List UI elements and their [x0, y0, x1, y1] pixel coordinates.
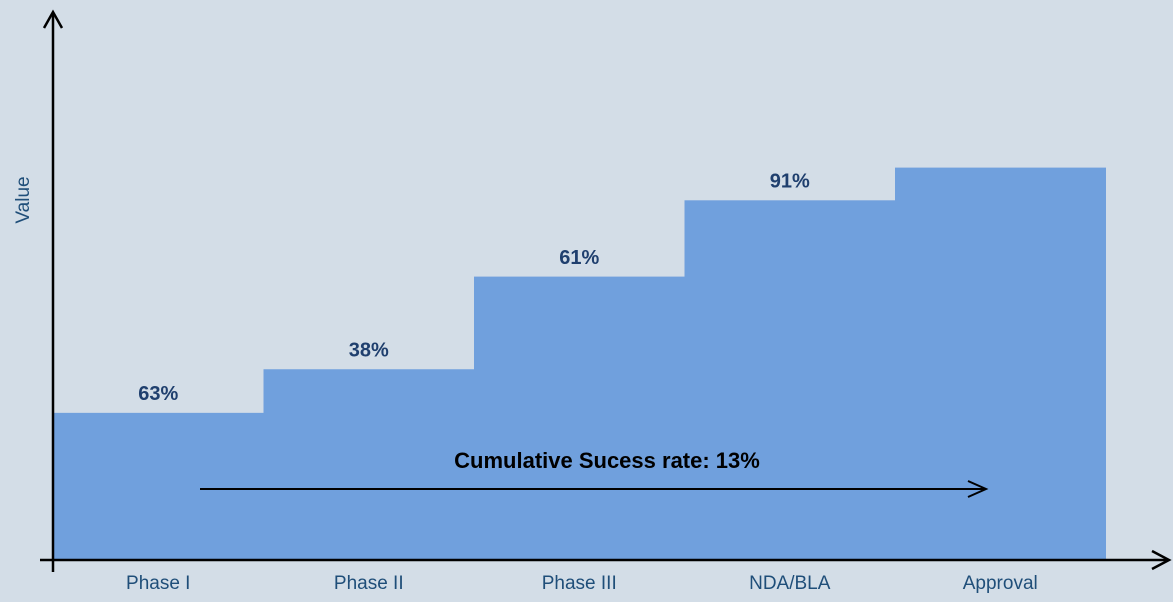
- x-tick-label: Phase III: [542, 573, 617, 594]
- bar: [895, 167, 1106, 560]
- y-axis-arrow: [42, 9, 64, 29]
- annotation-arrow-head: [967, 480, 989, 498]
- bar: [474, 276, 685, 560]
- bar: [684, 200, 896, 561]
- bar: [53, 412, 264, 560]
- stage-rate-label: 63%: [138, 383, 178, 405]
- y-axis-label: Value: [13, 176, 34, 223]
- x-tick-label: Phase II: [334, 573, 404, 594]
- x-tick-label: Approval: [963, 573, 1038, 594]
- x-tick-label: Phase I: [126, 573, 190, 594]
- bar: [263, 369, 475, 560]
- annotation: Cumulative Sucess rate: 13%: [454, 448, 760, 473]
- stage-rate-label: 61%: [559, 247, 599, 269]
- stage-rate-label: 38%: [349, 340, 389, 362]
- stage-rate-label: 91%: [770, 171, 810, 193]
- x-axis-arrow: [1151, 549, 1172, 571]
- bars: [53, 167, 1106, 561]
- x-tick-label: NDA/BLA: [749, 573, 831, 594]
